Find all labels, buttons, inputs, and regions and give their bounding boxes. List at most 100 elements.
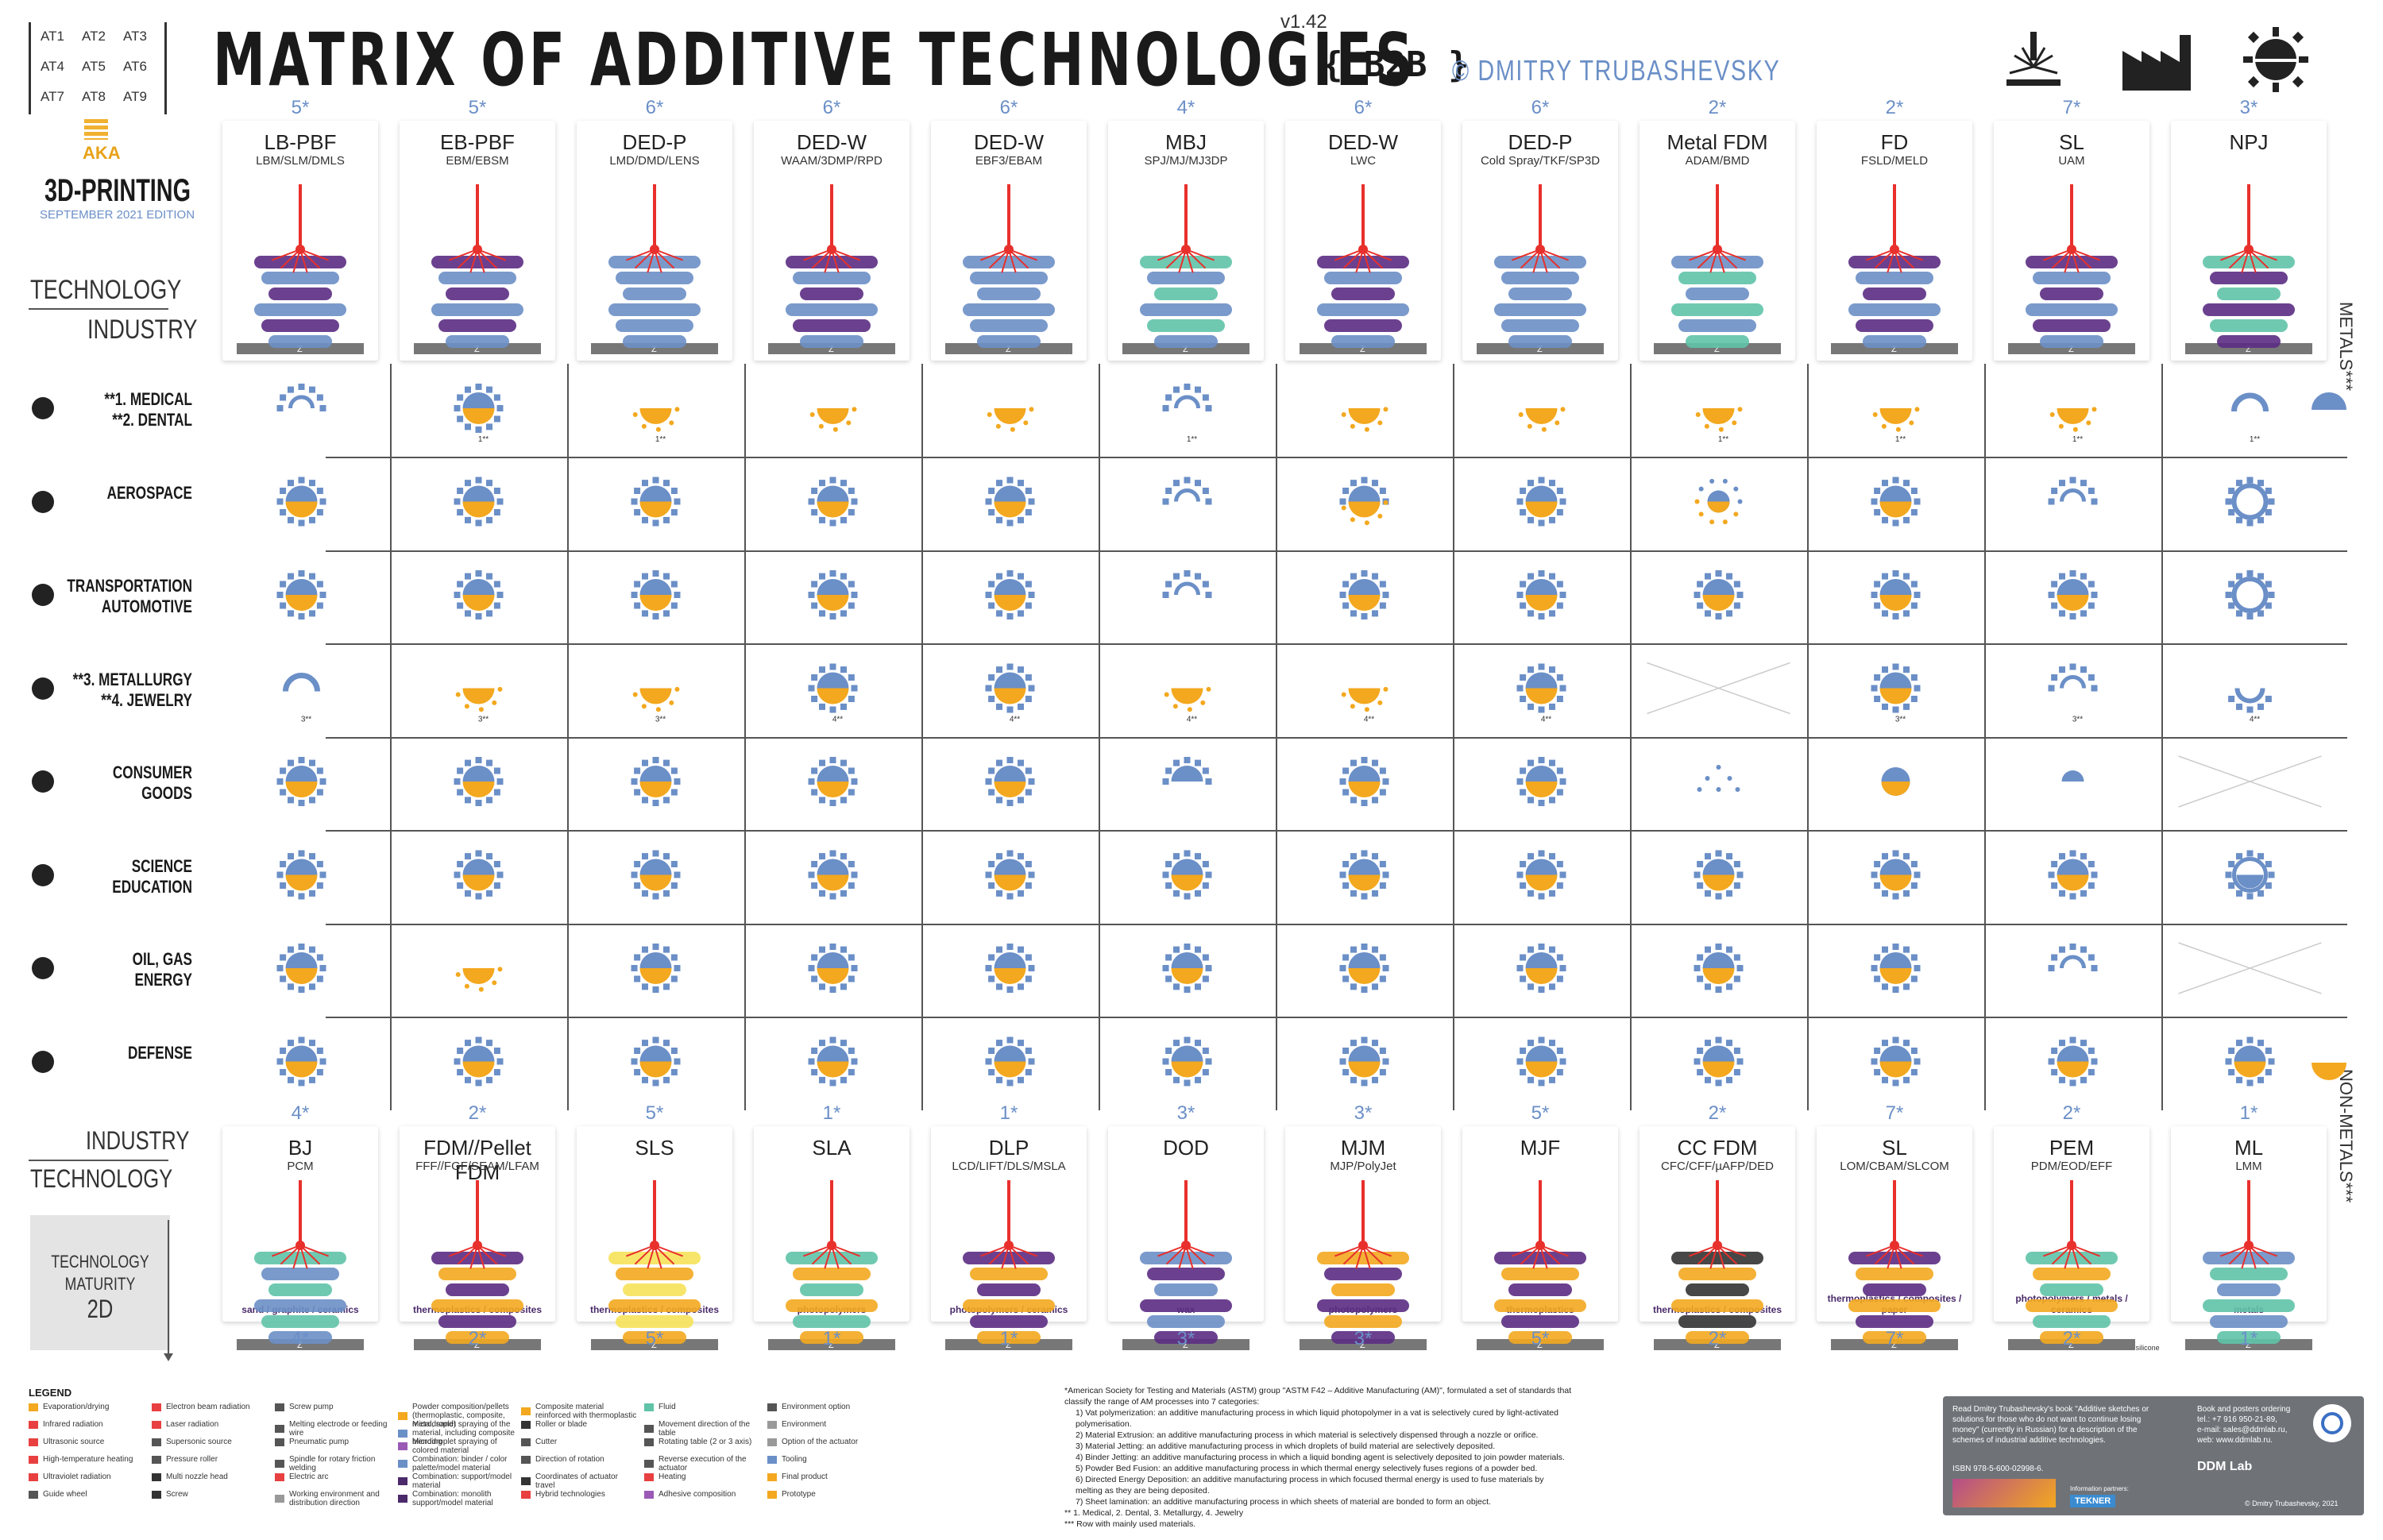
- industry-name: **1. MEDICAL **2. DENTAL: [104, 389, 192, 430]
- technology-schematic: Z: [2008, 1180, 2135, 1350]
- technology-count: 1*: [822, 1102, 841, 1124]
- industry-name: AEROSPACE: [106, 482, 192, 503]
- notes-item: 7) Sheet lamination: an additive manufac…: [1076, 1497, 1491, 1507]
- technology-count: 3*: [1176, 1102, 1195, 1124]
- legend-item: Ultraviolet radiation: [29, 1472, 156, 1481]
- contact-web[interactable]: web: www.ddmlab.ru.: [2197, 1436, 2273, 1445]
- ddm-brand: DDM Lab: [2197, 1460, 2253, 1473]
- copyright: © Dmitry Trubashevsky, 2021: [2245, 1499, 2339, 1507]
- technology-schematic: Z: [237, 1180, 364, 1350]
- maturity-symbol: [1871, 944, 1921, 993]
- legend-label: Tooling: [782, 1455, 807, 1464]
- technology-name: NPJ: [2229, 130, 2269, 154]
- maturity-symbol: [808, 477, 858, 527]
- technology-name: EB-PBF: [440, 130, 515, 154]
- technology-sub: EBM/EBSM: [446, 154, 509, 168]
- technology-schematic: Z: [1477, 1180, 1604, 1350]
- legend-item: Rotating table (2 or 3 axis): [644, 1438, 771, 1446]
- legend-item: Hybrid technologies: [521, 1490, 648, 1499]
- technology-sub: EBF3/EBAM: [975, 154, 1043, 168]
- legend-item: Reverse execution of the actuator: [644, 1455, 771, 1472]
- svg-text:Z: Z: [474, 345, 480, 354]
- at-logo-grid: AT1 AT2 AT3 AT4 AT5 AT6 AT7 AT8 AT9: [29, 22, 167, 114]
- at-label: AT1: [41, 29, 64, 44]
- legend-label: Screw: [166, 1490, 188, 1499]
- legend-swatch-icon: [398, 1442, 407, 1450]
- technology-name: Metal FDM: [1667, 130, 1768, 154]
- legend-swatch-icon: [767, 1490, 777, 1499]
- column-divider: [1984, 364, 1986, 1110]
- astm-notes: *American Society for Testing and Materi…: [1064, 1385, 1573, 1530]
- at-label: AT2: [82, 29, 106, 44]
- legend-label: Movement direction of the table: [659, 1420, 751, 1438]
- maturity-symbol: [276, 570, 326, 619]
- notes-footnote-2: *** Row with mainly used materials.: [1064, 1519, 1196, 1529]
- maturity-symbol: [1516, 477, 1566, 527]
- legend-label: Rotating table (2 or 3 axis): [659, 1438, 752, 1446]
- legend-label: Evaporation/drying: [43, 1403, 110, 1411]
- at-label: AT3: [123, 29, 147, 44]
- technology-count-bottom: 3*: [1176, 1328, 1195, 1349]
- legend-item: Composite material reinforced with therm…: [521, 1403, 648, 1420]
- technology-count-bottom: 5*: [1531, 1328, 1550, 1349]
- at-label: AT8: [82, 89, 106, 104]
- legend-item: Final product: [767, 1472, 894, 1481]
- svg-text:Z: Z: [474, 1341, 480, 1350]
- technology-card: 7* SL LOM/CBAM/SLCOM thermoplastics / compo…: [1817, 1102, 1972, 1352]
- notes-intro: *American Society for Testing and Materi…: [1064, 1386, 1572, 1407]
- technology-card: 1*SLAphotopolymersZ: [754, 1102, 910, 1350]
- partners-label: Information partners:: [2070, 1485, 2129, 1492]
- technology-axis-label: TECHNOLOGY: [30, 275, 182, 305]
- legend-item: Electric arc: [275, 1472, 402, 1481]
- svg-text:Z: Z: [1006, 345, 1011, 354]
- matrix-note: 4**: [1541, 716, 1551, 724]
- maturity-symbol: [1871, 1036, 1921, 1086]
- column-divider: [2161, 364, 2163, 1110]
- maturity-symbol: [808, 570, 858, 619]
- legend-label: Cutter: [535, 1438, 558, 1446]
- maturity-symbol: [2225, 850, 2275, 900]
- gear-sun-icon: [2243, 27, 2308, 92]
- maturity-symbol: [1871, 477, 1921, 527]
- maturity-symbol: [1516, 1036, 1566, 1086]
- maturity-symbol: [1694, 850, 1744, 900]
- technology-count: 2*: [2062, 1102, 2081, 1124]
- technology-sub: FSLD/MELD: [1860, 154, 1929, 168]
- legend-swatch-icon: [398, 1495, 407, 1503]
- maturity-symbol: [2048, 944, 2098, 971]
- legend-label: Spindle for rotary friction welding: [289, 1455, 376, 1472]
- maturity-symbol: [1871, 850, 1921, 900]
- contact-email[interactable]: e-mail: sales@ddmlab.ru,: [2197, 1426, 2288, 1434]
- legend-swatch-icon: [275, 1438, 284, 1446]
- technology-count: 2*: [1885, 97, 1904, 118]
- technology-schematic: Z: [2185, 1180, 2312, 1350]
- legend-label: Combination: binder / color palette/mode…: [412, 1455, 508, 1472]
- matrix-note: 4**: [1364, 716, 1374, 724]
- maturity-symbol: [987, 407, 1034, 432]
- legend-label: Laser radiation: [166, 1420, 219, 1429]
- technology-sub: MJP/PolyJet: [1330, 1160, 1396, 1173]
- technology-name: MJM: [1340, 1136, 1386, 1160]
- legend-swatch-icon: [644, 1438, 654, 1446]
- matrix-note: 1**: [478, 435, 489, 444]
- tekner-logo: TEKNER: [2070, 1495, 2116, 1507]
- svg-text:Z: Z: [1006, 1341, 1011, 1350]
- legend-swatch-icon: [398, 1411, 407, 1420]
- maturity-symbol: [2225, 570, 2275, 619]
- row-divider: [326, 457, 2347, 458]
- legend-label: Working environment and distribution dir…: [289, 1490, 380, 1507]
- technology-count: 2*: [1708, 1102, 1727, 1124]
- legend-label: Melting electrode or feeding wire: [289, 1420, 388, 1438]
- technology-sub: LOM/CBAM/SLCOM: [1840, 1160, 1949, 1173]
- technology-name: FDM//Pellet FDM: [423, 1136, 531, 1184]
- legend-item: Screw pump: [275, 1403, 402, 1411]
- technology-name: SLA: [812, 1136, 852, 1160]
- svg-text:Z: Z: [1891, 1341, 1897, 1350]
- technology-sub: PDM/EOD/EFF: [2030, 1160, 2113, 1173]
- maturity-symbol: [1162, 757, 1212, 785]
- contact-phone[interactable]: tel.: +7 916 950-21-89,: [2197, 1415, 2277, 1424]
